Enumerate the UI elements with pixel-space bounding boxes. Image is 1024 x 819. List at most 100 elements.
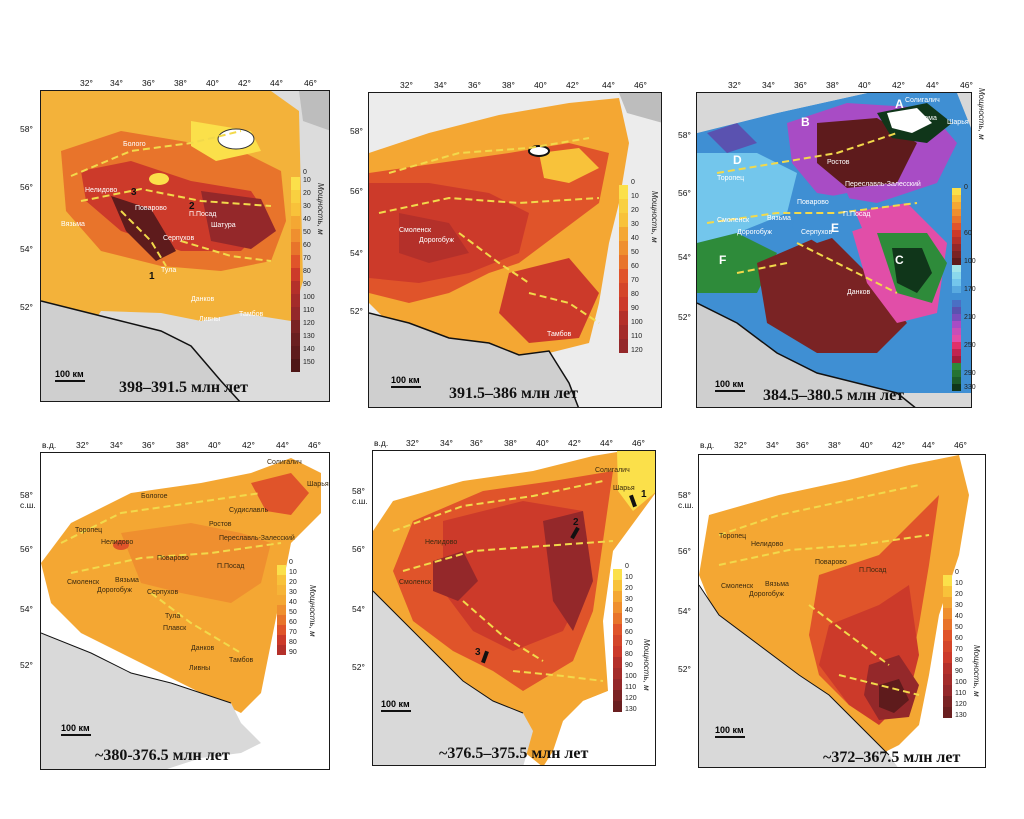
lon-label: 40° (858, 80, 871, 90)
legend-value: 10 (631, 193, 639, 200)
thickness-legend: 10 20 30 40 50 60 70 80 90 100 110 120 1… (291, 169, 329, 377)
legend-value: 50 (303, 229, 311, 236)
lat-label: 52° (678, 664, 691, 674)
legend-value: 50 (631, 249, 639, 256)
legend-title: Мощность, м (316, 183, 325, 235)
legend-value: 120 (303, 320, 315, 327)
legend-value: 130 (955, 712, 967, 719)
lat-label: 54° (20, 604, 33, 614)
legend-swatch (952, 188, 961, 195)
legend-swatch (613, 690, 622, 701)
thickness-map (41, 453, 329, 769)
legend-swatch (619, 325, 628, 339)
legend-swatch (952, 307, 961, 314)
legend-swatch (943, 652, 952, 663)
legend-swatch (952, 223, 961, 230)
legend-value: 100 (964, 258, 976, 265)
scale-bar: 100 км (381, 699, 421, 715)
lat-label: с.ш. (352, 496, 368, 506)
legend-swatch (952, 258, 961, 265)
legend-value: 20 (303, 190, 311, 197)
legend-swatch (943, 641, 952, 652)
legend-swatch (952, 349, 961, 356)
legend-value: 90 (955, 668, 963, 675)
city-label: Ростов (827, 159, 850, 166)
legend-swatch (952, 251, 961, 258)
city-label: Нелидово (101, 539, 134, 546)
city-label: Нелидово (85, 187, 118, 194)
city-label: Тамбов (547, 331, 572, 338)
lat-label: 54° (678, 606, 691, 616)
legend-title: Мощность, м (972, 645, 981, 697)
city-label: Данков (847, 289, 871, 296)
lon-label: 44° (602, 80, 615, 90)
legend-swatch (943, 586, 952, 597)
legend-swatch (291, 268, 300, 281)
legend-value: 130 (303, 333, 315, 340)
lon-label: в.д. (42, 440, 57, 450)
scale-line (381, 710, 411, 712)
legend-swatch (619, 269, 628, 283)
city-label: Ливны (189, 665, 211, 672)
marker-number: 3 (131, 187, 137, 198)
city-label: Вязьма (61, 221, 85, 228)
lon-label: 34° (110, 78, 123, 88)
map-panel-2: 32° 34° 36° 38° 40° 42° 44° 46° Смоленск (350, 76, 666, 410)
lat-label: 52° (20, 660, 33, 670)
legend-value: 100 (625, 673, 637, 680)
map-caption: ~372–367.5 млн лет (823, 749, 961, 766)
thickness-legend: 0 10 20 30 40 50 60 70 80 90 Мощность, м (277, 559, 327, 685)
legend-value: 60 (625, 629, 633, 636)
legend-value: 80 (955, 657, 963, 664)
legend-swatch (943, 696, 952, 707)
lat-label: 52° (678, 312, 691, 322)
legend-value: 80 (303, 268, 311, 275)
lon-label: 44° (922, 440, 935, 450)
city-label: Торопец (719, 533, 747, 540)
city-label: Поварово (157, 555, 189, 562)
city-label: Вязьма (765, 581, 789, 588)
lon-label: 46° (308, 440, 321, 450)
legend-swatch (943, 685, 952, 696)
legend-value: 0 (955, 569, 959, 576)
legend-value: 0 (625, 563, 629, 570)
legend-swatch (943, 619, 952, 630)
map-frame: Торопец Нелидово Поварово П.Посад Смолен… (698, 454, 986, 768)
legend-value: 20 (289, 579, 297, 586)
legend-value: 50 (289, 609, 297, 616)
lon-label: 38° (176, 440, 189, 450)
city-label: Серпухов (147, 589, 179, 596)
lat-label: 52° (20, 302, 33, 312)
lat-label: с.ш. (20, 500, 36, 510)
legend-value: 40 (955, 613, 963, 620)
legend-swatch (613, 580, 622, 591)
legend-value: 90 (303, 281, 311, 288)
legend-value: 0 (303, 169, 307, 176)
legend-value: 90 (631, 305, 639, 312)
legend-swatch (291, 333, 300, 346)
lon-label: 38° (826, 80, 839, 90)
lon-label: 38° (502, 80, 515, 90)
legend-swatch (943, 597, 952, 608)
city-label: Смоленск (67, 579, 100, 586)
legend-value: 70 (289, 629, 297, 636)
city-label: Данков (191, 296, 215, 303)
thickness-map (373, 451, 655, 765)
city-label: Тула (165, 613, 181, 620)
city-label: Шатура (211, 222, 236, 229)
lat-label: 56° (678, 188, 691, 198)
lat-label: 58° (678, 490, 691, 500)
legend-value: 110 (955, 690, 967, 697)
legend-swatch (952, 237, 961, 244)
legend-swatch (613, 569, 622, 580)
lon-label: 40° (206, 78, 219, 88)
lat-label: 58° (350, 126, 363, 136)
lat-label: 54° (20, 244, 33, 254)
legend-swatch (291, 307, 300, 320)
legend-value: 70 (303, 255, 311, 262)
city-label: Смоленск (717, 217, 750, 224)
city-label: Нелидово (751, 541, 784, 548)
scale-line (391, 386, 421, 388)
legend-value: 60 (631, 263, 639, 270)
legend-swatch (277, 565, 286, 575)
